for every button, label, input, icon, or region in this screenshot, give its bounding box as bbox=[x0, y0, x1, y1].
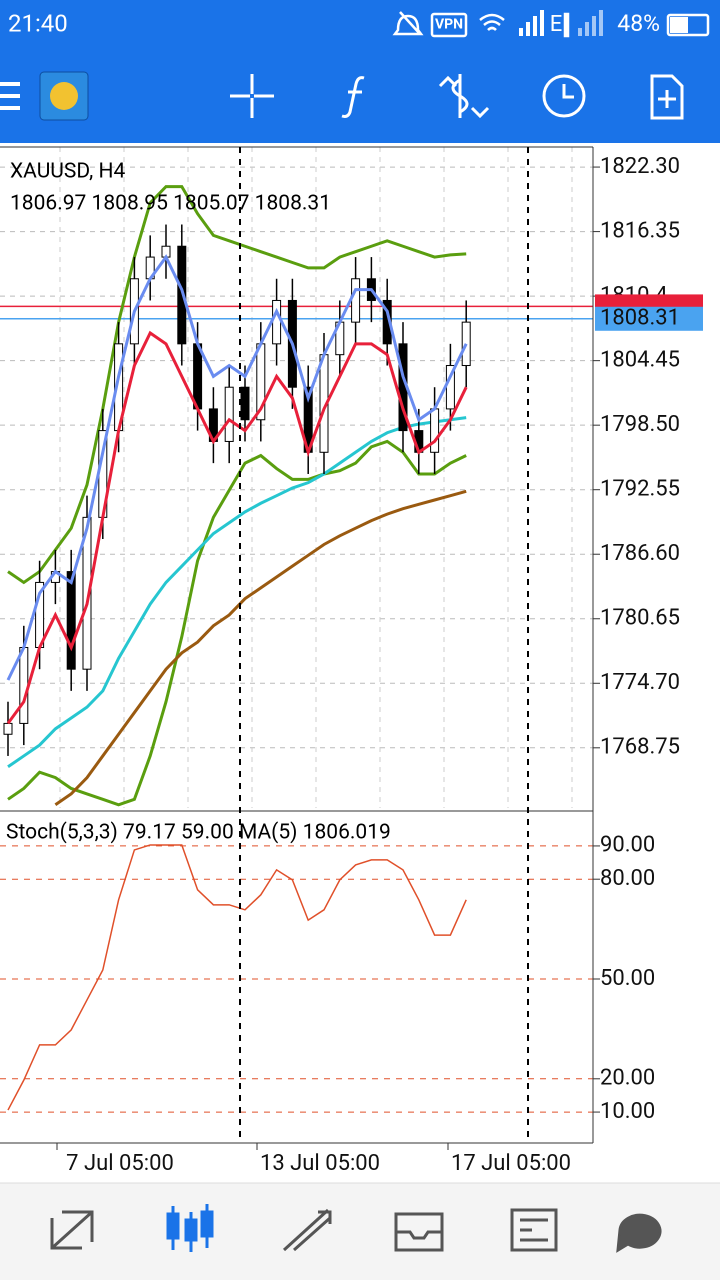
last-price-box bbox=[595, 306, 703, 331]
crosshair-button[interactable] bbox=[230, 74, 274, 118]
stoch-line bbox=[7, 844, 467, 1111]
y-tick-label: 80.00 bbox=[600, 866, 655, 891]
candle-body bbox=[224, 386, 234, 442]
bottom-nav bbox=[0, 1183, 720, 1280]
candle-body bbox=[66, 571, 76, 670]
y-tick-label: 1786.60 bbox=[600, 541, 680, 566]
ribbon-line bbox=[6, 330, 468, 725]
x-tick-label: 17 Jul 05:00 bbox=[451, 1151, 571, 1176]
signal-bars bbox=[519, 10, 603, 36]
ohlc-values: 1806.97 1808.95 1805.07 1808.31 bbox=[10, 192, 331, 216]
y-tick-label: 20.00 bbox=[600, 1066, 655, 1091]
y-tick-label: 1774.70 bbox=[600, 670, 680, 695]
y-tick-label: 10.00 bbox=[600, 1099, 655, 1124]
candle-body bbox=[82, 516, 92, 670]
ribbon-line bbox=[6, 254, 468, 681]
y-tick-label: 1804.45 bbox=[600, 347, 680, 372]
indicators-button[interactable] bbox=[341, 76, 365, 118]
y-tick-label: 1816.35 bbox=[600, 218, 680, 243]
candle-body bbox=[351, 278, 361, 323]
period-button[interactable] bbox=[542, 74, 586, 118]
y-tick-label: 50.00 bbox=[600, 966, 655, 991]
status-icons bbox=[392, 11, 710, 38]
symbol-title: XAUUSD, H4 bbox=[10, 160, 125, 184]
stoch-title: Stoch(5,3,3) 79.17 59.00 MA(5) 1806.019 bbox=[6, 821, 391, 845]
network-type: E bbox=[550, 12, 563, 37]
toolbar-icons bbox=[230, 74, 684, 120]
clock: 21:40 bbox=[8, 9, 68, 37]
quotes-tab[interactable] bbox=[50, 1210, 94, 1250]
candle-body bbox=[177, 245, 187, 345]
battery-level: 48% bbox=[617, 10, 660, 37]
trade-button[interactable] bbox=[438, 74, 490, 119]
trade-tab[interactable] bbox=[282, 1208, 332, 1252]
candle-body bbox=[240, 386, 250, 421]
last-price-label: 1808.31 bbox=[600, 306, 680, 331]
objects-button[interactable] bbox=[650, 74, 684, 120]
y-tick-label: 1822.30 bbox=[600, 154, 680, 179]
x-tick-label: 7 Jul 05:00 bbox=[66, 1151, 174, 1176]
chart-tab[interactable] bbox=[166, 1204, 214, 1252]
candle-body bbox=[193, 343, 203, 410]
indicator-line bbox=[54, 489, 467, 806]
price-chart: 1822.301816.351810.41804.451798.501792.5… bbox=[0, 147, 703, 1176]
news-tab[interactable] bbox=[510, 1208, 558, 1252]
x-tick-label: 13 Jul 05:00 bbox=[260, 1151, 380, 1176]
y-tick-label: 1792.55 bbox=[600, 477, 680, 502]
app-logo-mark bbox=[50, 82, 78, 110]
indicator-line bbox=[7, 416, 467, 769]
y-tick-label: 90.00 bbox=[600, 833, 655, 858]
candle-body bbox=[430, 408, 440, 453]
top-bar bbox=[0, 0, 720, 143]
candle-body bbox=[272, 299, 282, 345]
vpn-label: VPN bbox=[435, 17, 463, 33]
indicator-line bbox=[7, 439, 467, 807]
menu-button[interactable] bbox=[0, 82, 20, 110]
indicator-line bbox=[7, 185, 467, 585]
y-tick-label: 1780.65 bbox=[600, 606, 680, 631]
messages-tab[interactable] bbox=[616, 1213, 662, 1253]
y-tick-label: 1768.75 bbox=[600, 735, 680, 760]
candle-body bbox=[3, 722, 13, 735]
y-tick-label: 1798.50 bbox=[600, 412, 680, 437]
candle-body bbox=[19, 646, 29, 724]
history-tab[interactable] bbox=[394, 1212, 444, 1252]
